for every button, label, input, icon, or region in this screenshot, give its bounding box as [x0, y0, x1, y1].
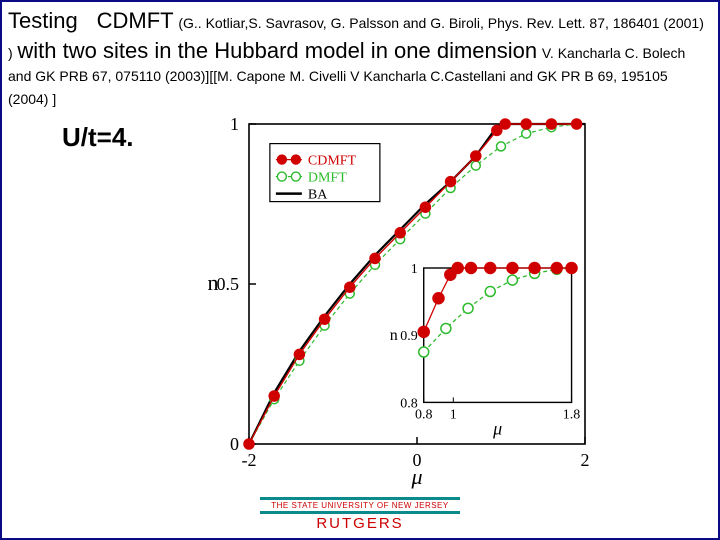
svg-text:1: 1 — [450, 407, 457, 422]
svg-text:0.8: 0.8 — [400, 396, 418, 411]
svg-text:1: 1 — [230, 114, 239, 134]
ut-label: U/t=4. — [62, 122, 134, 153]
svg-text:n: n — [390, 327, 398, 344]
density-vs-mu-chart: -20200.51μnCDMFTDMFTBA0.811.80.80.91μn — [197, 114, 597, 492]
svg-text:μ: μ — [410, 464, 422, 489]
svg-text:BA: BA — [308, 188, 328, 203]
svg-text:2: 2 — [581, 450, 590, 470]
title-phrase: with two sites in the Hubbard model in o… — [17, 38, 537, 63]
svg-text:1: 1 — [411, 262, 418, 277]
svg-text:0.5: 0.5 — [217, 274, 240, 294]
title-word-2: CDMFT — [97, 8, 174, 33]
svg-text:1.8: 1.8 — [563, 407, 581, 422]
svg-text:0: 0 — [230, 434, 239, 454]
svg-text:DMFT: DMFT — [308, 171, 347, 186]
slide-title: Testing CDMFT (G.. Kotliar,S. Savrasov, … — [2, 2, 718, 113]
svg-text:-2: -2 — [242, 450, 257, 470]
footer: THE STATE UNIVERSITY OF NEW JERSEY RUTGE… — [2, 496, 718, 532]
svg-text:CDMFT: CDMFT — [308, 154, 357, 169]
footer-university: THE STATE UNIVERSITY OF NEW JERSEY — [2, 501, 718, 510]
svg-text:μ: μ — [492, 418, 502, 438]
title-word-1: Testing — [8, 8, 78, 33]
svg-text:0.9: 0.9 — [400, 329, 418, 344]
footer-rutgers: RUTGERS — [2, 515, 718, 532]
footer-bar-bottom — [260, 511, 460, 514]
svg-text:n: n — [208, 270, 219, 295]
footer-bar-top — [260, 497, 460, 500]
